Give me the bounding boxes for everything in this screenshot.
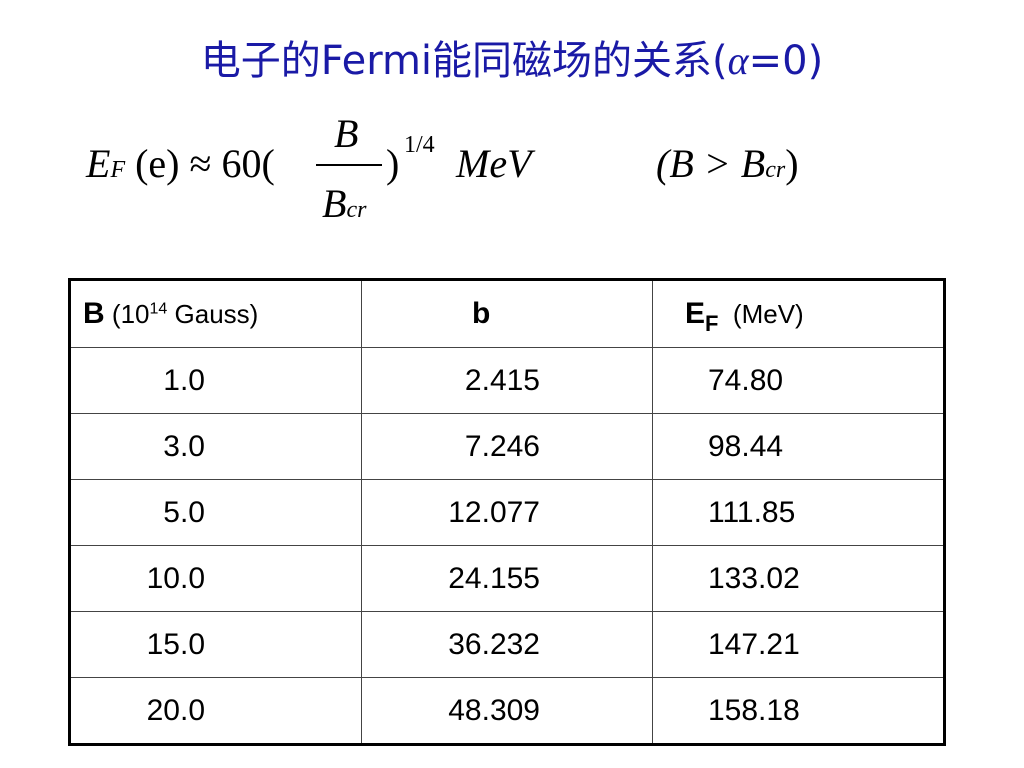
header-symbol: b [472, 297, 491, 330]
cell-text: 24.155 [448, 561, 540, 595]
formula-close: ) [386, 141, 400, 186]
cell-text: 1.0 [163, 363, 205, 397]
header-cell: B (1014 Gauss) [69, 279, 362, 348]
title-text: =0) [748, 38, 824, 84]
table-cell: 7.246 [361, 413, 653, 480]
symbol: B [334, 111, 359, 156]
table-body: 1.0 2.415 74.80 3.0 7.246 98.44 5.0 12.077 111.8… [69, 347, 945, 745]
table-cell: 74.80 [652, 347, 945, 414]
symbol: E [86, 141, 111, 186]
table-cell: 48.309 [361, 677, 653, 745]
cell-text: 111.85 [708, 495, 796, 529]
title: 电子的Fermi能同磁场的关系(α=0) [0, 28, 1024, 86]
cell-text: 12.077 [448, 495, 540, 529]
table-cell: 10.0 [69, 545, 362, 612]
header-unit: Gauss) [167, 299, 259, 329]
cell-text: 158.18 [708, 693, 800, 727]
table-cell: 158.18 [652, 677, 945, 745]
table-cell: 15.0 [69, 611, 362, 678]
table-row: 3.0 7.246 98.44 [69, 413, 945, 480]
table-cell: 147.21 [652, 611, 945, 678]
table-cell: 133.02 [652, 545, 945, 612]
table-cell: 24.155 [361, 545, 653, 612]
cell-text: 10.0 [146, 561, 205, 595]
header-symbol: B [83, 297, 105, 330]
cell-text: 20.0 [146, 693, 205, 727]
table-cell: 2.415 [361, 347, 653, 414]
header-power: 14 [149, 300, 168, 318]
table-cell: 3.0 [69, 413, 362, 480]
cell-text: 133.02 [708, 561, 800, 595]
cell-text: 36.232 [448, 627, 540, 661]
cell-text: 74.80 [708, 363, 784, 397]
cell-text: 147.21 [708, 627, 800, 661]
header-subscript: F [705, 311, 719, 336]
title-alpha: α [727, 38, 749, 83]
table-cell: 20.0 [69, 677, 362, 745]
subscript: F [110, 157, 126, 183]
cell-text: 3.0 [163, 429, 205, 463]
fraction-bar [316, 164, 382, 166]
denominator: Bcr [322, 180, 366, 227]
header-symbol: E [685, 297, 706, 330]
unit-text: MeV [456, 141, 532, 186]
numerator: B [334, 110, 358, 157]
table-cell: 5.0 [69, 479, 362, 546]
subscript: cr [346, 197, 367, 223]
condition-close: ) [785, 141, 799, 186]
data-table: B (1014 Gauss) b EF (MeV) 1.0 2.415 74.80 3… [68, 278, 946, 746]
cell-text: 7.246 [464, 429, 540, 463]
header-cell: b [361, 279, 653, 348]
symbol: B [322, 181, 347, 226]
table-row: 10.0 24.155 133.02 [69, 545, 945, 612]
table-row: 5.0 12.077 111.85 [69, 479, 945, 546]
table-cell: 36.232 [361, 611, 653, 678]
table-cell: 111.85 [652, 479, 945, 546]
header-unit: (MeV) [732, 299, 804, 329]
unit: MeV [456, 140, 532, 187]
subscript: cr [765, 157, 786, 183]
cell-text: 2.415 [464, 363, 540, 397]
exponent: 1/4 [404, 132, 435, 158]
formula-lhs: EF (e) ≈ 60( [86, 140, 275, 187]
table-row: 20.0 48.309 158.18 [69, 677, 945, 745]
header-row: B (1014 Gauss) b EF (MeV) [69, 279, 945, 348]
cell-text: 48.309 [448, 693, 540, 727]
header-cell: EF (MeV) [652, 279, 945, 348]
header-unit: (10 [111, 299, 150, 329]
table-row: 15.0 36.232 147.21 [69, 611, 945, 678]
cell-text: 15.0 [146, 627, 205, 661]
condition: (B > Bcr) [656, 140, 799, 187]
table-cell: 12.077 [361, 479, 653, 546]
formula-text: (e) ≈ 60( [135, 141, 275, 186]
condition-text: (B > B [656, 141, 766, 186]
table-row: 1.0 2.415 74.80 [69, 347, 945, 414]
cell-text: 98.44 [708, 429, 784, 463]
cell-text: 5.0 [163, 495, 205, 529]
table-cell: 98.44 [652, 413, 945, 480]
table-cell: 1.0 [69, 347, 362, 414]
title-text: 电子的Fermi能同磁场的关系( [200, 38, 728, 84]
